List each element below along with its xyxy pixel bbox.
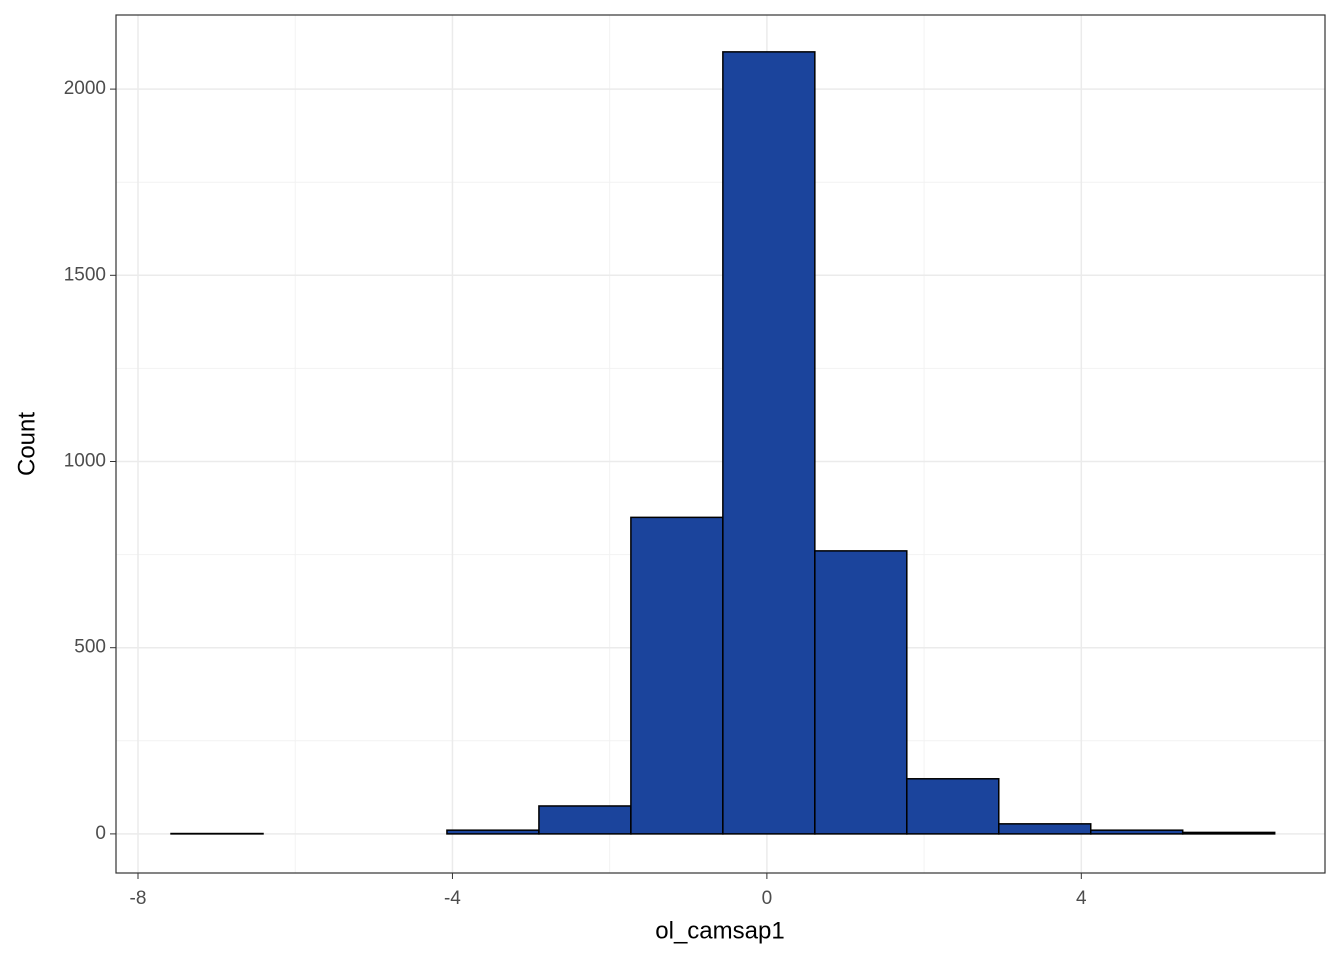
- bar: [1181, 831, 1276, 835]
- bar: [814, 550, 908, 835]
- y-axis-title: Count: [13, 412, 40, 476]
- bar: [998, 823, 1092, 835]
- x-axis-title: ol_camsap1: [655, 917, 784, 944]
- panel-border: [115, 14, 1326, 874]
- y-tick-label: 500: [74, 637, 106, 658]
- y-tick-label: 0: [95, 823, 106, 844]
- y-tick-label: 2000: [64, 78, 106, 99]
- x-tick-label: -4: [444, 888, 461, 909]
- bar: [1089, 829, 1184, 835]
- bar: [446, 829, 540, 835]
- bar: [722, 51, 816, 835]
- bar: [906, 778, 1000, 835]
- x-tick-label: -8: [130, 888, 147, 909]
- y-tick-label: 1500: [64, 264, 106, 285]
- bar: [538, 805, 632, 835]
- x-tick-label: 4: [1076, 888, 1087, 909]
- y-tick-label: 1000: [64, 451, 106, 472]
- x-tick-label: 0: [762, 888, 773, 909]
- bar: [630, 516, 724, 835]
